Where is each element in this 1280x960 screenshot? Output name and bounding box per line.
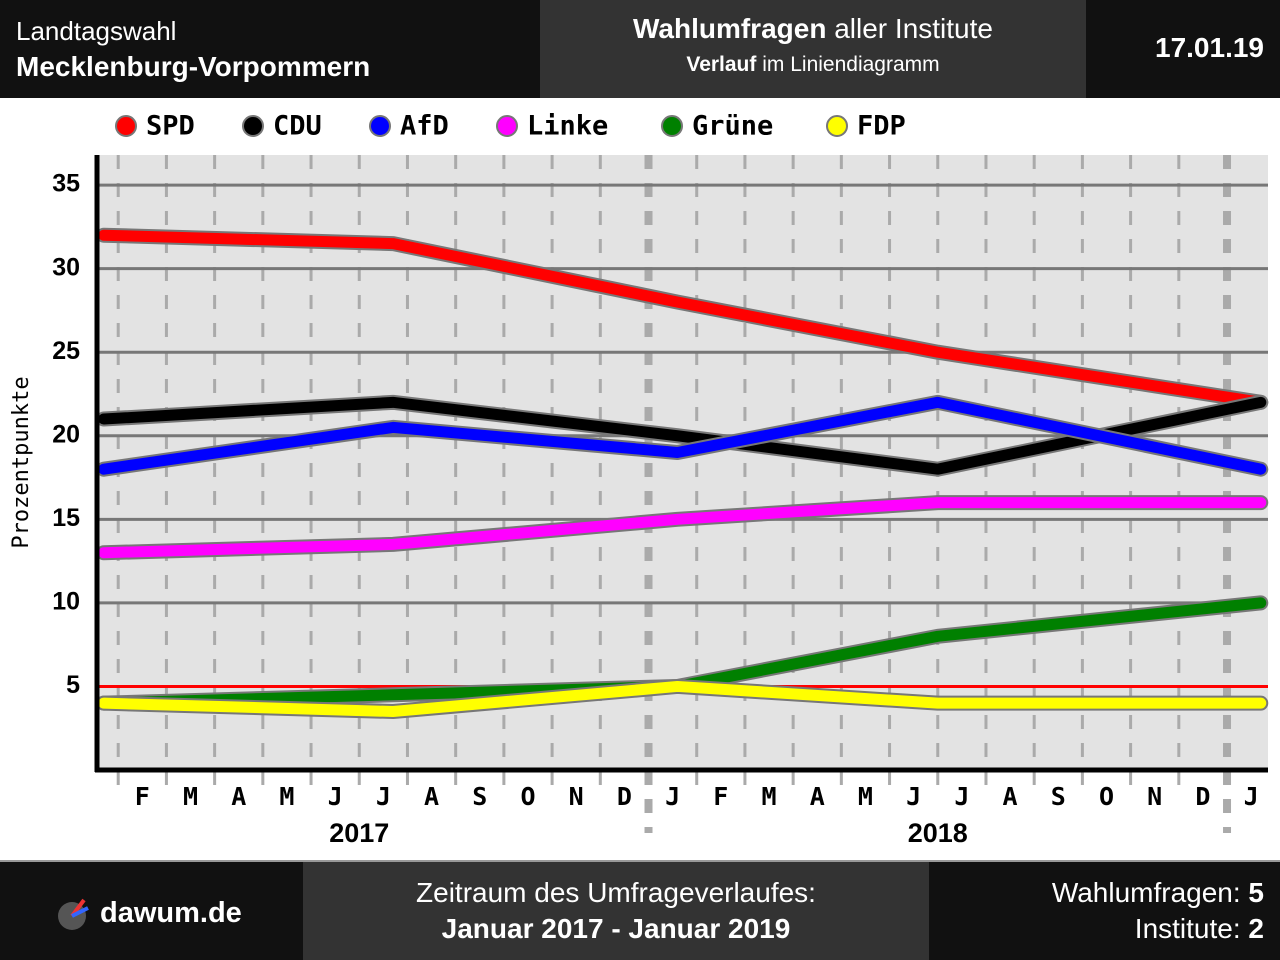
x-tick-label: M xyxy=(183,782,198,811)
y-tick-label: 25 xyxy=(52,337,80,365)
period-label: Zeitraum des Umfrageverlaufes: xyxy=(416,877,816,908)
x-tick-label: J xyxy=(1244,782,1259,811)
x-tick-label: M xyxy=(858,782,873,811)
legend-label: FDP xyxy=(857,111,906,142)
series-line xyxy=(98,229,1267,408)
x-tick-label: M xyxy=(762,782,777,811)
x-tick-label: D xyxy=(617,782,632,811)
legend-marker xyxy=(661,115,683,137)
legend-marker xyxy=(115,115,137,137)
legend-label: SPD xyxy=(146,111,195,142)
title-bold: Wahlumfragen xyxy=(633,13,827,44)
footer: dawum.de Zeitraum des Umfrageverlaufes: … xyxy=(0,860,1280,960)
x-tick-label: O xyxy=(1099,782,1114,811)
x-tick-label: S xyxy=(472,782,487,811)
institutes: Institute: 2 xyxy=(929,913,1264,945)
y-tick-label: 15 xyxy=(52,504,80,532)
subtitle-bold: Verlauf xyxy=(686,53,757,76)
series-line xyxy=(98,497,1267,559)
y-axis-label: Prozentpunkte xyxy=(9,376,34,548)
header-left: Landtagswahl Mecklenburg-Vorpommern xyxy=(0,0,540,98)
y-tick-label: 30 xyxy=(52,253,80,281)
x-tick-label: S xyxy=(1051,782,1066,811)
header-right: 17.01.19 xyxy=(1086,0,1280,98)
period: Januar 2017 - Januar 2019 xyxy=(441,913,791,944)
x-tick-label: M xyxy=(279,782,294,811)
chart: 5 10 15 20 25 30 35 F M A M J J A S O N D J F M A M J J A S O N D J 201… xyxy=(9,111,1269,848)
x-tick-label: N xyxy=(1147,782,1162,811)
header: Landtagswahl Mecklenburg-Vorpommern Wahl… xyxy=(0,0,1280,98)
y-tick-label: 35 xyxy=(52,170,80,198)
legend-label: Grüne xyxy=(692,111,773,142)
x-tick-label: D xyxy=(1195,782,1210,811)
subtitle-rest: im Liniendiagramm xyxy=(762,53,940,76)
title-rest: aller Institute xyxy=(834,13,993,44)
footer-left: dawum.de xyxy=(0,862,303,960)
institutes-label: Institute: xyxy=(1134,913,1241,944)
legend-label: Linke xyxy=(527,111,608,142)
x-tick-label: A xyxy=(424,782,439,811)
subtitle: Verlauf im Liniendiagramm xyxy=(540,53,1086,77)
y-tick-label: 5 xyxy=(66,671,80,699)
header-center: Wahlumfragen aller Institute Verlauf im … xyxy=(540,0,1086,98)
legend-label: AfD xyxy=(400,111,449,142)
legend-marker xyxy=(826,115,848,137)
y-tick-label: 20 xyxy=(52,420,80,448)
x-tick-label: F xyxy=(135,782,150,811)
legend-marker xyxy=(242,115,264,137)
series-line xyxy=(98,396,1267,475)
region: Mecklenburg-Vorpommern xyxy=(16,51,371,82)
y-tick-label: 10 xyxy=(52,587,80,615)
brand: dawum.de xyxy=(100,897,242,929)
x-tick-label: J xyxy=(328,782,343,811)
x-tick-label: J xyxy=(906,782,921,811)
year-label: 2017 xyxy=(329,818,389,848)
legend-marker xyxy=(496,115,518,137)
logo-hand xyxy=(71,906,89,918)
x-tick-label: N xyxy=(569,782,584,811)
region-label: Landtagswahl xyxy=(16,16,177,46)
x-tick-label: A xyxy=(231,782,246,811)
footer-center: Zeitraum des Umfrageverlaufes: Januar 20… xyxy=(303,862,929,960)
x-tick-label: J xyxy=(376,782,391,811)
plot-background xyxy=(97,155,1268,770)
polls-label: Wahlumfragen: xyxy=(1051,877,1241,908)
x-tick-label: O xyxy=(520,782,535,811)
series-line xyxy=(98,396,1267,475)
title: Wahlumfragen aller Institute xyxy=(540,13,1086,45)
polls: Wahlumfragen: 5 xyxy=(929,877,1264,909)
x-tick-label: J xyxy=(954,782,969,811)
footer-right: Wahlumfragen: 5 Institute: 2 xyxy=(929,862,1280,960)
x-tick-label: A xyxy=(810,782,825,811)
legend-marker xyxy=(369,115,391,137)
x-tick-label: A xyxy=(1003,782,1018,811)
x-tick-label: J xyxy=(665,782,680,811)
x-tick-label: F xyxy=(713,782,728,811)
institutes-value: 2 xyxy=(1248,913,1264,944)
logo xyxy=(58,898,89,930)
date: 17.01.19 xyxy=(1155,32,1264,63)
polls-value: 5 xyxy=(1248,877,1264,908)
legend-label: CDU xyxy=(273,111,322,142)
year-label: 2018 xyxy=(908,818,968,848)
series-line xyxy=(98,680,1267,718)
